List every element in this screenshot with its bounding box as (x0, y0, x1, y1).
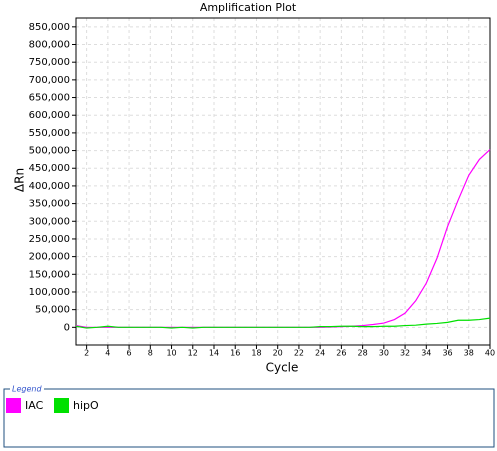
legend-swatch (54, 398, 69, 413)
x-tick-label: 24 (315, 349, 325, 358)
y-tick-label: 300,000 (29, 216, 70, 227)
x-tick-label: 26 (336, 349, 346, 358)
x-tick-label: 22 (294, 349, 304, 358)
y-tick-label: 250,000 (29, 234, 70, 245)
x-tick-label: 30 (379, 349, 389, 358)
legend-title-bg (10, 385, 44, 393)
x-tick-label: 2 (84, 349, 89, 358)
y-tick-label: 800,000 (29, 40, 70, 51)
legend-label: IAC (25, 399, 44, 412)
x-tick-label: 36 (442, 349, 452, 358)
x-tick-label: 18 (251, 349, 261, 358)
y-tick-label: 850,000 (29, 22, 70, 33)
legend-title: Legend (12, 385, 42, 394)
y-tick-label: 100,000 (29, 287, 70, 298)
y-tick-label: 50,000 (35, 305, 70, 316)
x-tick-label: 32 (400, 349, 410, 358)
x-tick-label: 6 (127, 349, 132, 358)
y-axis-label: ΔRn (13, 168, 27, 192)
x-tick-label: 40 (485, 349, 495, 358)
y-tick-label: 600,000 (29, 110, 70, 121)
y-tick-label: 200,000 (29, 252, 70, 263)
series-line (75, 317, 491, 329)
x-tick-label: 38 (464, 349, 474, 358)
chart-title: Amplification Plot (200, 1, 297, 14)
y-tick-label: 500,000 (29, 146, 70, 157)
x-tick-label: 8 (148, 349, 153, 358)
x-tick-label: 34 (421, 349, 431, 358)
y-tick-label: 0 (64, 322, 70, 333)
legend-box (3, 388, 495, 448)
y-tick-label: 350,000 (29, 199, 70, 210)
y-tick-label: 450,000 (29, 163, 70, 174)
legend-swatch (6, 398, 21, 413)
y-tick-label: 700,000 (29, 75, 70, 86)
x-tick-label: 20 (273, 349, 283, 358)
legend-label: hipO (73, 399, 99, 412)
x-tick-label: 10 (166, 349, 176, 358)
x-tick-label: 4 (105, 349, 110, 358)
y-tick-label: 650,000 (29, 93, 70, 104)
y-tick-label: 150,000 (29, 269, 70, 280)
x-tick-label: 12 (188, 349, 198, 358)
plot-frame (75, 17, 491, 346)
y-tick-label: 750,000 (29, 57, 70, 68)
x-axis-label: Cycle (266, 361, 299, 375)
y-tick-label: 400,000 (29, 181, 70, 192)
x-tick-label: 16 (230, 349, 240, 358)
x-tick-label: 28 (358, 349, 368, 358)
x-tick-label: 14 (209, 349, 219, 358)
y-tick-label: 550,000 (29, 128, 70, 139)
